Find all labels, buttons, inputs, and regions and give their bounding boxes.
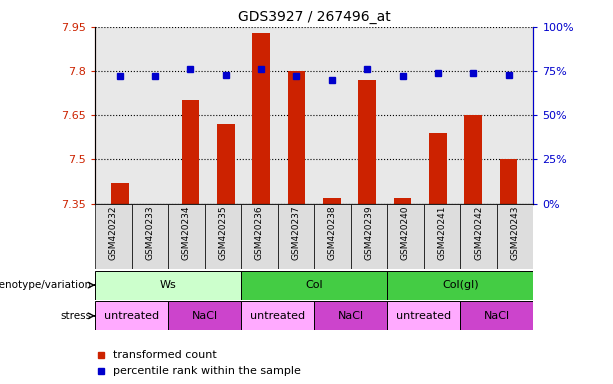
Text: untreated: untreated: [104, 311, 159, 321]
Bar: [168, 301, 241, 330]
Text: GSM420238: GSM420238: [328, 205, 337, 260]
Bar: [387, 204, 424, 269]
Title: GDS3927 / 267496_at: GDS3927 / 267496_at: [238, 10, 390, 25]
Bar: [314, 204, 351, 269]
Text: GSM420234: GSM420234: [182, 205, 191, 260]
Text: NaCl: NaCl: [338, 311, 364, 321]
Text: Col(gl): Col(gl): [442, 280, 479, 290]
Bar: [168, 204, 205, 269]
Bar: [460, 301, 533, 330]
Bar: [387, 271, 533, 300]
Text: GSM420235: GSM420235: [218, 205, 227, 260]
Bar: [278, 204, 314, 269]
Bar: [359, 80, 376, 204]
Bar: [500, 159, 517, 204]
Text: percentile rank within the sample: percentile rank within the sample: [113, 366, 301, 376]
Text: GSM420240: GSM420240: [401, 205, 410, 260]
Bar: [217, 124, 235, 204]
Text: Col: Col: [305, 280, 323, 290]
Bar: [429, 133, 447, 204]
Bar: [111, 183, 129, 204]
Text: NaCl: NaCl: [484, 311, 510, 321]
Bar: [351, 204, 387, 269]
Text: stress: stress: [61, 311, 92, 321]
Bar: [241, 204, 278, 269]
Text: Ws: Ws: [160, 280, 177, 290]
Bar: [95, 271, 241, 300]
Text: GSM420236: GSM420236: [255, 205, 264, 260]
Text: genotype/variation: genotype/variation: [0, 280, 92, 290]
Bar: [394, 198, 411, 204]
Text: GSM420232: GSM420232: [109, 205, 118, 260]
Text: GSM420233: GSM420233: [145, 205, 154, 260]
Bar: [460, 204, 497, 269]
Bar: [241, 271, 387, 300]
Bar: [95, 204, 132, 269]
Text: GSM420237: GSM420237: [291, 205, 300, 260]
Text: GSM420239: GSM420239: [365, 205, 373, 260]
Text: untreated: untreated: [396, 311, 451, 321]
Bar: [465, 115, 482, 204]
Bar: [241, 301, 314, 330]
Text: NaCl: NaCl: [191, 311, 218, 321]
Text: GSM420242: GSM420242: [474, 205, 483, 260]
Bar: [314, 301, 387, 330]
Bar: [323, 198, 341, 204]
Bar: [387, 301, 460, 330]
Bar: [95, 301, 168, 330]
Bar: [132, 204, 168, 269]
Text: GSM420243: GSM420243: [511, 205, 520, 260]
Bar: [424, 204, 460, 269]
Bar: [497, 204, 533, 269]
Bar: [287, 71, 305, 204]
Bar: [205, 204, 241, 269]
Text: transformed count: transformed count: [113, 350, 217, 360]
Bar: [253, 33, 270, 204]
Bar: [181, 101, 199, 204]
Text: untreated: untreated: [250, 311, 305, 321]
Text: GSM420241: GSM420241: [438, 205, 446, 260]
